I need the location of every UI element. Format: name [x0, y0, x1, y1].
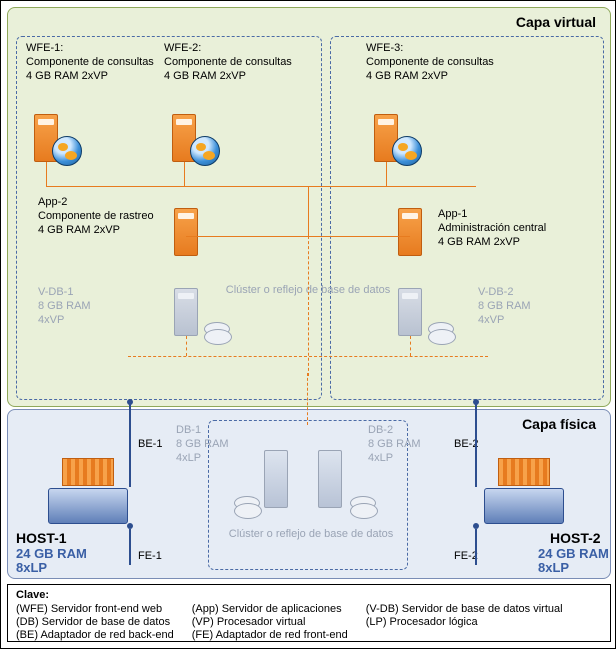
vdb2-cpu: 4xVP	[478, 314, 504, 326]
line	[475, 529, 477, 565]
line	[386, 162, 387, 186]
db-cluster-label: Clúster o reflejo de base de datos	[186, 528, 436, 542]
db2-label: DB-2 8 GB RAM 4xLP	[368, 424, 448, 465]
line	[46, 186, 476, 187]
wfe3-role: Componente de consultas	[366, 56, 494, 68]
host1-icon	[48, 488, 128, 524]
vdb2-name: V-DB-2	[478, 286, 513, 298]
wfe2-spec: 4 GB RAM 2xVP	[164, 70, 246, 82]
db1-ram: 8 GB RAM	[176, 438, 229, 450]
host1-top-icon	[62, 458, 114, 486]
be1-label: BE-1	[138, 438, 162, 452]
legend-col-1: (WFE) Servidor front-end web (DB) Servid…	[16, 603, 174, 641]
app1-label: App-1 Administración central 4 GB RAM 2x…	[438, 208, 588, 249]
app1-name: App-1	[438, 208, 467, 220]
legend-item: (DB) Servidor de base de datos	[16, 616, 174, 628]
wfe3-globe-icon	[392, 136, 422, 166]
wfe3-spec: 4 GB RAM 2xVP	[366, 70, 448, 82]
db2-name: DB-2	[368, 424, 393, 436]
host2-cpu: 8xLP	[538, 560, 569, 576]
physical-title: Capa física	[522, 416, 596, 432]
line	[410, 336, 411, 356]
legend-item: (BE) Adaptador de red back-end	[16, 629, 174, 641]
app2-name: App-2	[38, 196, 67, 208]
app2-spec: 4 GB RAM 2xVP	[38, 224, 120, 236]
app1-spec: 4 GB RAM 2xVP	[438, 236, 520, 248]
line	[129, 529, 131, 565]
line	[46, 162, 47, 186]
virtual-title: Capa virtual	[516, 14, 596, 30]
line	[308, 236, 309, 376]
line	[129, 403, 131, 487]
legend-item: (LP) Procesador lógica	[366, 616, 563, 628]
wfe1-globe-icon	[52, 136, 82, 166]
wfe3-label: WFE-3: Componente de consultas 4 GB RAM …	[366, 42, 496, 83]
vdb2-label: V-DB-2 8 GB RAM 4xVP	[478, 286, 568, 327]
virtual-layer: Capa virtual WFE-1: Componente de consul…	[7, 7, 611, 407]
app2-server-icon	[174, 208, 198, 256]
db1-server-icon	[264, 450, 288, 508]
line	[186, 336, 187, 356]
db1-disk-icon	[234, 496, 260, 510]
host2-name: HOST-2	[550, 530, 601, 548]
legend-columns: (WFE) Servidor front-end web (DB) Servid…	[16, 603, 602, 641]
vdb1-ram: 8 GB RAM	[38, 300, 91, 312]
wfe2-role: Componente de consultas	[164, 56, 292, 68]
wfe3-name: WFE-3:	[366, 42, 403, 54]
vdb2-server-icon	[398, 288, 422, 336]
vdb1-server-icon	[174, 288, 198, 336]
line	[475, 403, 477, 487]
legend-col-2: (App) Servidor de aplicaciones (VP) Proc…	[192, 603, 348, 641]
db2-server-icon	[318, 450, 342, 508]
legend-item: (VP) Procesador virtual	[192, 616, 348, 628]
db2-cpu: 4xLP	[368, 452, 393, 464]
host2-top-icon	[498, 458, 550, 486]
legend-col-3: (V-DB) Servidor de base de datos virtual…	[366, 603, 563, 641]
db1-name: DB-1	[176, 424, 201, 436]
wfe1-role: Componente de consultas	[26, 56, 154, 68]
host2-icon	[484, 488, 564, 524]
physical-layer: Capa física DB-1 8 GB RAM 4xLP DB-2 8 GB…	[7, 409, 611, 579]
wfe1-spec: 4 GB RAM 2xVP	[26, 70, 108, 82]
db1-cpu: 4xLP	[176, 452, 201, 464]
vdb2-disk-icon	[428, 322, 454, 336]
app2-label: App-2 Componente de rastreo 4 GB RAM 2xV…	[38, 196, 168, 237]
diagram-canvas: Capa virtual WFE-1: Componente de consul…	[0, 0, 616, 649]
host1-name: HOST-1	[16, 530, 67, 548]
wfe2-name: WFE-2:	[164, 42, 201, 54]
vdb1-name: V-DB-1	[38, 286, 73, 298]
app2-role: Componente de rastreo	[38, 210, 154, 222]
vdb1-cpu: 4xVP	[38, 314, 64, 326]
line	[307, 373, 308, 425]
legend-item: (FE) Adaptador de red front-end	[192, 629, 348, 641]
wfe1-label: WFE-1: Componente de consultas 4 GB RAM …	[26, 42, 156, 83]
legend-item: (WFE) Servidor front-end web	[16, 603, 174, 615]
vdb2-ram: 8 GB RAM	[478, 300, 531, 312]
app1-role: Administración central	[438, 222, 546, 234]
vdb1-label: V-DB-1 8 GB RAM 4xVP	[38, 286, 128, 327]
fe1-label: FE-1	[138, 550, 162, 564]
line	[184, 162, 185, 186]
db2-disk-icon	[350, 496, 376, 510]
db1-label: DB-1 8 GB RAM 4xLP	[176, 424, 256, 465]
wfe1-name: WFE-1:	[26, 42, 63, 54]
host1-cpu: 8xLP	[16, 560, 47, 576]
legend-box: Clave: (WFE) Servidor front-end web (DB)…	[7, 584, 611, 642]
vdb1-disk-icon	[204, 322, 230, 336]
line	[186, 236, 410, 237]
legend-title: Clave:	[16, 589, 49, 601]
wfe2-label: WFE-2: Componente de consultas 4 GB RAM …	[164, 42, 294, 83]
wfe2-globe-icon	[190, 136, 220, 166]
legend-item: (V-DB) Servidor de base de datos virtual	[366, 603, 563, 615]
app1-server-icon	[398, 208, 422, 256]
db2-ram: 8 GB RAM	[368, 438, 421, 450]
line	[308, 186, 309, 236]
legend-item: (App) Servidor de aplicaciones	[192, 603, 348, 615]
